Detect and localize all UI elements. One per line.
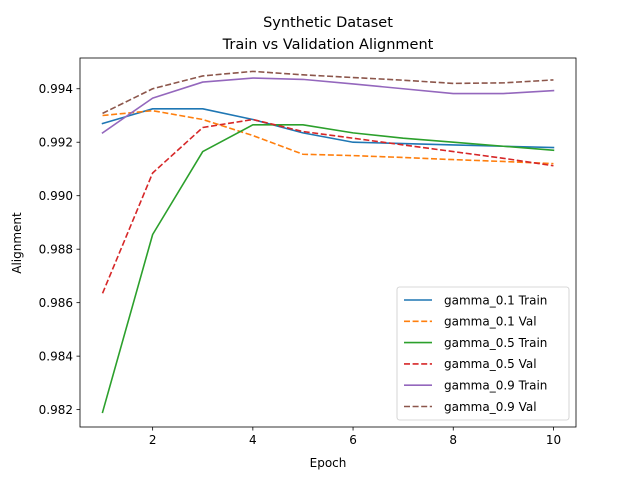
- legend-label-3: gamma_0.5 Val: [444, 357, 537, 371]
- x-tick-label: 8: [449, 433, 457, 447]
- chart-subtitle: Train vs Validation Alignment: [222, 37, 434, 53]
- y-tick-label: 0.990: [39, 189, 73, 203]
- x-axis-label: Epoch: [310, 456, 347, 470]
- y-tick-label: 0.982: [39, 403, 73, 417]
- legend-label-1: gamma_0.1 Val: [444, 315, 537, 329]
- y-tick-label: 0.986: [39, 296, 73, 310]
- y-tick-label: 0.988: [39, 242, 73, 256]
- legend-label-5: gamma_0.9 Val: [444, 400, 537, 414]
- plot-area: 2 4 6 8 10 0.982 0.984 0.986 0.988 0.990 0.992 0.99…: [39, 57, 577, 447]
- chart-title: Synthetic Dataset: [263, 15, 393, 31]
- axes-frame: [79, 57, 577, 428]
- y-axis-label: Alignment: [10, 212, 24, 274]
- y-tick-label: 0.992: [39, 136, 73, 150]
- legend-label-0: gamma_0.1 Train: [444, 293, 547, 307]
- x-tick-label: 6: [349, 433, 357, 447]
- x-tick-label: 10: [546, 433, 561, 447]
- legend-label-2: gamma_0.5 Train: [444, 336, 547, 350]
- x-tick-label: 4: [249, 433, 257, 447]
- series-line-4: [101, 77, 555, 134]
- legend-box: [396, 286, 570, 421]
- series-line-1: [102, 109, 554, 165]
- series-line-2: [101, 124, 555, 414]
- legend: gamma_0.1 Train gamma_0.1 Val gamma_0.5 Tr…: [396, 286, 570, 421]
- series-line-0: [101, 108, 555, 149]
- legend-label-4: gamma_0.9 Train: [444, 379, 547, 393]
- x-tick-label: 2: [149, 433, 157, 447]
- y-tick-label: 0.984: [39, 349, 73, 363]
- series-line-5: [102, 70, 554, 115]
- series-line-3: [101, 118, 554, 294]
- y-tick-label: 0.994: [39, 82, 73, 96]
